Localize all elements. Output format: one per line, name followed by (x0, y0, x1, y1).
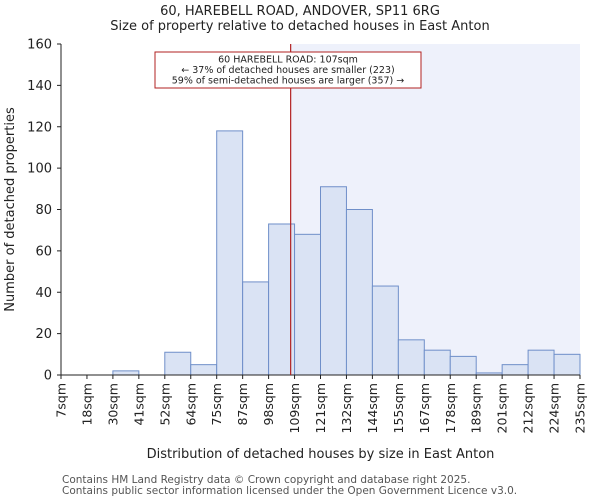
annotation-line-1: 60 HAREBELL ROAD: 107sqm (218, 55, 358, 66)
bar (423, 349, 451, 376)
y-tick-label: 80 (35, 203, 52, 218)
x-tick-label: 167sqm (417, 383, 432, 433)
x-tick-label: 235sqm (573, 383, 588, 433)
y-tick-label: 60 (35, 244, 52, 259)
x-tick-label: 224sqm (547, 383, 562, 433)
x-tick-label: 18sqm (79, 383, 94, 426)
y-tick-label: 140 (27, 79, 52, 94)
x-tick-label: 109sqm (287, 383, 302, 433)
x-tick-label: 7sqm (54, 383, 69, 418)
x-tick-label: 52sqm (157, 383, 172, 426)
bar (216, 130, 244, 376)
x-tick-label: 87sqm (235, 383, 250, 426)
chart-subtitle: Size of property relative to detached ho… (110, 19, 490, 34)
y-axis-title: Number of detached properties (3, 107, 18, 312)
x-axis-title: Distribution of detached houses by size … (147, 447, 495, 462)
x-tick-label: 189sqm (469, 383, 484, 433)
y-tick-label: 160 (27, 38, 52, 53)
annotation-line-2: ← 37% of detached houses are smaller (22… (181, 65, 394, 76)
chart-title: 60, HAREBELL ROAD, ANDOVER, SP11 6RG (160, 4, 440, 19)
bar (371, 285, 399, 376)
bar (190, 364, 218, 376)
annotation-box (154, 51, 422, 89)
x-tick-label: 41sqm (131, 383, 146, 426)
bar (164, 351, 192, 376)
bar (527, 349, 555, 376)
y-tick-label: 40 (35, 286, 52, 301)
x-tick-label: 155sqm (391, 383, 406, 433)
bar (345, 209, 373, 376)
y-tick-label: 120 (27, 120, 52, 135)
x-tick-label: 98sqm (261, 383, 276, 426)
bar (449, 355, 477, 376)
x-tick-label: 144sqm (365, 383, 380, 433)
x-tick-label: 212sqm (521, 383, 536, 433)
footer-line-1: Contains HM Land Registry data © Crown c… (62, 474, 471, 486)
x-tick-label: 121sqm (313, 383, 328, 433)
bar (501, 364, 529, 376)
bar (242, 281, 270, 376)
footer-line-2: Contains public sector information licen… (62, 485, 518, 497)
x-tick-label: 132sqm (339, 383, 354, 433)
y-tick-label: 100 (27, 162, 52, 177)
bar (294, 233, 321, 376)
bar (553, 353, 581, 376)
bar (320, 186, 347, 376)
x-tick-label: 178sqm (443, 383, 458, 433)
bar (112, 370, 140, 376)
x-tick-label: 30sqm (105, 383, 120, 426)
x-tick-label: 75sqm (209, 383, 224, 426)
x-tick-label: 201sqm (495, 383, 510, 433)
annotation-line-3: 59% of semi-detached houses are larger (… (172, 76, 405, 87)
y-tick-label: 0 (44, 369, 52, 384)
x-tick-label: 64sqm (183, 383, 198, 426)
y-tick-label: 20 (35, 327, 52, 342)
bar (397, 339, 425, 376)
